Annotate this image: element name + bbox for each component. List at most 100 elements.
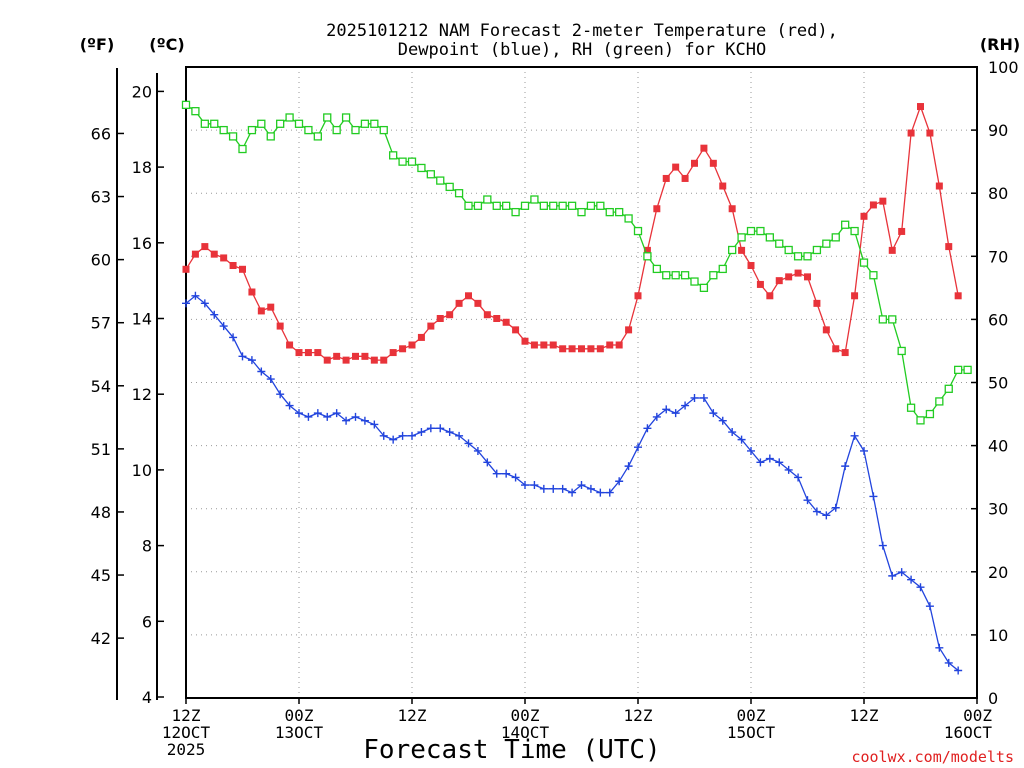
temperature-point [625,326,633,334]
dewpoint-point [238,352,247,361]
dewpoint-point [313,409,322,418]
dewpoint-point [822,511,831,520]
temperature-point [672,163,680,171]
rh-point [728,245,737,255]
dewpoint-point [756,458,765,467]
rh-point [445,182,454,192]
temperature-point [474,299,482,307]
rh-point [954,365,963,375]
time-tick-label: 00Z [963,706,992,725]
rh-point [709,271,718,280]
temperature-point [540,341,548,349]
rh-point [586,201,596,210]
dewpoint-point [699,393,708,402]
dewpoint-point [549,484,558,493]
temperature-point [380,356,388,364]
rh-point [737,233,746,242]
rh-point [417,163,426,173]
temperature-point [578,345,585,353]
dewpoint-point [652,412,661,421]
temperature-point [935,182,943,190]
time-tick-label: 15OCT [727,723,776,742]
dewpoint-point [671,409,680,418]
temperature-point [785,273,793,281]
dewpoint-point [615,477,624,486]
rh-tick-label: 40 [988,437,1008,456]
celsius-axis-ticks: 4 6 8 10 12 14 16 18 20 [132,82,164,707]
fahrenheit-tick-label: 42 [91,629,111,648]
temperature-point [465,292,472,300]
dewpoint-point [850,431,859,440]
rh-point [888,315,897,324]
temperature-point [370,356,378,364]
time-tick-label: 00Z [511,706,540,725]
rh-point [473,201,483,210]
dewpoint-point [907,575,916,584]
dewpoint-point [954,666,963,675]
fahrenheit-tick-label: 57 [91,314,111,333]
rh-point [841,220,850,229]
rh-point [454,189,464,198]
time-tick-label: 16OCT [944,723,993,742]
temperature-point [446,311,454,319]
time-tick-label: 12Z [624,706,653,725]
dewpoint-point [285,401,294,410]
rh-point [643,252,652,261]
dewpoint-point [916,583,925,592]
rh-point [332,125,341,135]
dewpoint-point [577,481,586,490]
dewpoint-point [445,428,454,437]
temperature-point [719,182,727,190]
dewpoint-point [558,484,567,493]
rh-point [238,144,247,154]
temperature-point [248,288,256,296]
dewpoint-point [332,409,341,418]
fahrenheit-tick-label: 63 [91,188,111,207]
dewpoint-point [426,424,435,433]
dewpoint-point [841,462,850,471]
temperature-point [954,292,962,300]
rh-point [266,132,275,141]
rh-point [304,125,313,135]
rh-point [398,157,407,166]
time-tick-label: 00Z [737,706,766,725]
temperature-point [615,341,623,349]
rh-point [520,201,530,210]
temperature-point [399,345,407,353]
celsius-tick-label: 6 [142,612,152,631]
rh-point [483,195,492,204]
rh-point [822,239,831,248]
dewpoint-point [182,299,190,308]
chart-title-line-2: Dewpoint (blue), RH (green) for KCHO [398,40,766,60]
temperature-point [276,322,284,330]
rh-point [539,201,548,210]
temperature-point [342,356,350,364]
dewpoint-point [568,488,577,497]
dewpoint-point [492,469,501,478]
dewpoint-point [765,454,774,463]
rh-tick-label: 100 [988,58,1019,77]
temperature-point [286,341,294,349]
rh-point [690,277,699,286]
dewpoint-point [662,405,671,414]
time-tick-label: 12Z [172,706,201,725]
temperature-point [389,349,397,357]
temperature-point [568,345,576,353]
dewpoint-point [379,431,388,440]
rh-tick-label: 50 [988,374,1008,393]
x-axis-label: Forecast Time (UTC) [363,735,660,765]
temperature-point [483,311,491,319]
temperature-point [728,205,736,213]
temperature-point [559,345,567,353]
temperature-point [267,303,275,311]
dewpoint-point [586,484,595,493]
celsius-tick-label: 10 [132,461,152,480]
dewpoint-point [417,428,426,437]
rh-point [963,365,972,375]
temperature-point [879,197,887,205]
rh-tick-label: 0 [988,689,998,708]
dewpoint-point [718,416,727,425]
dewpoint-point [794,473,803,482]
rh-point [351,125,360,135]
fahrenheit-axis-ticks: 42 45 48 51 54 57 60 63 66 [91,124,124,648]
